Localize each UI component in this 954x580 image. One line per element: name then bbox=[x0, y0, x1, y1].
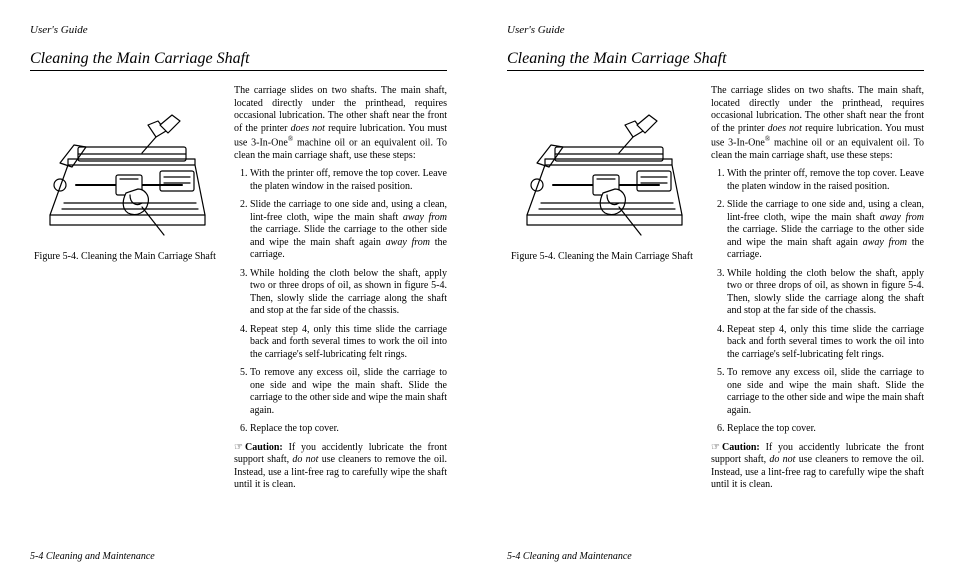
intro-em-1: does not bbox=[291, 123, 325, 134]
page-right: User's Guide Cleaning the Main Carriage … bbox=[477, 0, 954, 580]
figure-caption: Figure 5-4. Cleaning the Main Carriage S… bbox=[507, 251, 697, 262]
step-2: Slide the carriage to one side and, usin… bbox=[727, 199, 924, 262]
page-footer: 5-4 Cleaning and Maintenance bbox=[507, 551, 632, 562]
caution-em: do not bbox=[769, 454, 795, 465]
step-3: While holding the cloth below the shaft,… bbox=[250, 268, 447, 318]
caution-paragraph: ☞Caution: If you accidently lubricate th… bbox=[234, 442, 447, 492]
intro-paragraph: The carriage slides on two shafts. The m… bbox=[234, 85, 447, 162]
content-columns: Figure 5-4. Cleaning the Main Carriage S… bbox=[507, 85, 924, 562]
intro-paragraph: The carriage slides on two shafts. The m… bbox=[711, 85, 924, 162]
figure-illustration bbox=[507, 85, 697, 245]
caution-label: Caution: bbox=[245, 442, 283, 453]
step-2: Slide the carriage to one side and, usin… bbox=[250, 199, 447, 262]
caution-label: Caution: bbox=[722, 442, 760, 453]
step-4: Repeat step 4, only this time slide the … bbox=[250, 324, 447, 362]
text-column: The carriage slides on two shafts. The m… bbox=[711, 85, 924, 562]
step-5: To remove any excess oil, slide the carr… bbox=[250, 367, 447, 417]
section-title: Cleaning the Main Carriage Shaft bbox=[507, 50, 924, 71]
figure-column: Figure 5-4. Cleaning the Main Carriage S… bbox=[507, 85, 697, 562]
step-1: With the printer off, remove the top cov… bbox=[250, 168, 447, 193]
step-3: While holding the cloth below the shaft,… bbox=[727, 268, 924, 318]
step2-em1: away from bbox=[403, 212, 447, 223]
step-4: Repeat step 4, only this time slide the … bbox=[727, 324, 924, 362]
step2-em2: away from bbox=[386, 237, 430, 248]
page-footer: 5-4 Cleaning and Maintenance bbox=[30, 551, 155, 562]
step2-em2: away from bbox=[863, 237, 907, 248]
step-6: Replace the top cover. bbox=[250, 423, 447, 436]
section-title: Cleaning the Main Carriage Shaft bbox=[30, 50, 447, 71]
page-left: User's Guide Cleaning the Main Carriage … bbox=[0, 0, 477, 580]
caution-paragraph: ☞Caution: If you accidently lubricate th… bbox=[711, 442, 924, 492]
pointing-hand-icon: ☞ bbox=[711, 442, 720, 453]
figure-column: Figure 5-4. Cleaning the Main Carriage S… bbox=[30, 85, 220, 562]
step-6: Replace the top cover. bbox=[727, 423, 924, 436]
step2-em1: away from bbox=[880, 212, 924, 223]
caution-em: do not bbox=[292, 454, 318, 465]
step-5: To remove any excess oil, slide the carr… bbox=[727, 367, 924, 417]
steps-list: With the printer off, remove the top cov… bbox=[234, 168, 447, 436]
steps-list: With the printer off, remove the top cov… bbox=[711, 168, 924, 436]
page-header: User's Guide bbox=[30, 24, 447, 36]
step-1: With the printer off, remove the top cov… bbox=[727, 168, 924, 193]
figure-illustration bbox=[30, 85, 220, 245]
page-header: User's Guide bbox=[507, 24, 924, 36]
text-column: The carriage slides on two shafts. The m… bbox=[234, 85, 447, 562]
figure-caption: Figure 5-4. Cleaning the Main Carriage S… bbox=[30, 251, 220, 262]
intro-em-1: does not bbox=[768, 123, 802, 134]
pointing-hand-icon: ☞ bbox=[234, 442, 243, 453]
content-columns: Figure 5-4. Cleaning the Main Carriage S… bbox=[30, 85, 447, 562]
